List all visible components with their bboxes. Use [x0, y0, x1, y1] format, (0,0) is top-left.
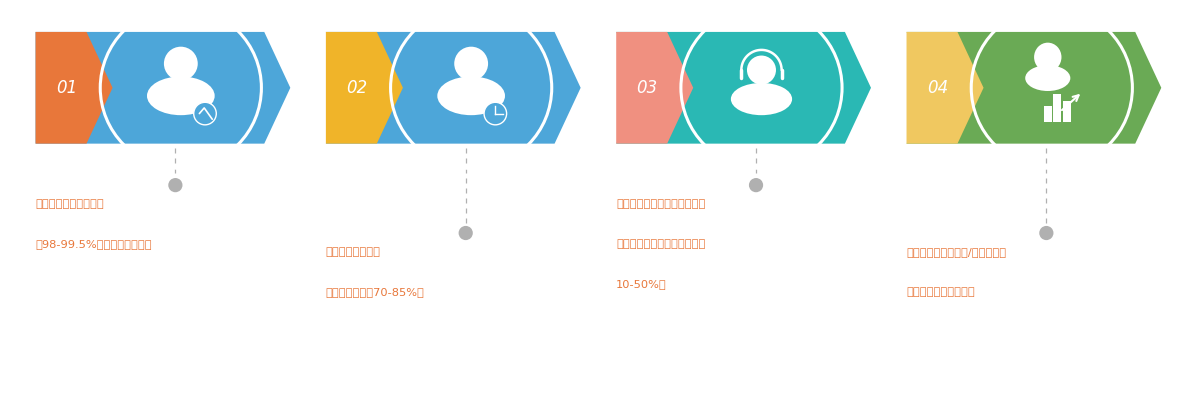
Polygon shape — [907, 32, 1161, 144]
Ellipse shape — [1025, 65, 1070, 91]
Text: 机（切条成型，网带上干化至: 机（切条成型，网带上干化至 — [616, 239, 705, 249]
Polygon shape — [616, 32, 693, 144]
Ellipse shape — [164, 47, 198, 81]
Ellipse shape — [483, 102, 507, 125]
Text: 四、送至火力发电厂/水泥厂等集: 四、送至火力发电厂/水泥厂等集 — [907, 247, 1006, 257]
Ellipse shape — [747, 55, 776, 85]
Bar — [1053, 94, 1062, 122]
Polygon shape — [36, 32, 113, 144]
Polygon shape — [36, 32, 290, 144]
Polygon shape — [326, 32, 581, 144]
Polygon shape — [907, 32, 984, 144]
Polygon shape — [616, 32, 871, 144]
Text: 一、污水处理厂濃缩池: 一、污水处理厂濃缩池 — [36, 200, 104, 209]
Ellipse shape — [1039, 226, 1053, 240]
Ellipse shape — [193, 102, 217, 125]
Ellipse shape — [731, 83, 792, 115]
Text: 04: 04 — [927, 79, 948, 97]
Text: 中处置，资源化再利用: 中处置，资源化再利用 — [907, 287, 975, 297]
Bar — [1063, 101, 1071, 122]
Bar — [1044, 105, 1052, 122]
Ellipse shape — [454, 47, 488, 81]
Text: 02: 02 — [346, 79, 367, 97]
Ellipse shape — [147, 77, 214, 115]
Polygon shape — [326, 32, 403, 144]
Ellipse shape — [168, 178, 182, 192]
Ellipse shape — [459, 226, 473, 240]
Text: 03: 03 — [636, 79, 658, 97]
Text: 三、德尔科除湿热泵污泥干化: 三、德尔科除湿热泵污泥干化 — [616, 200, 705, 209]
Text: 二、机械设备脱水: 二、机械设备脱水 — [326, 247, 380, 257]
Text: （98-99.5%含水率濃缩泥浆）: （98-99.5%含水率濃缩泥浆） — [36, 239, 152, 249]
Text: 01: 01 — [56, 79, 77, 97]
Text: 10-50%）: 10-50%） — [616, 279, 667, 289]
Ellipse shape — [749, 178, 763, 192]
Ellipse shape — [1035, 43, 1062, 72]
Ellipse shape — [437, 77, 505, 115]
Text: （湿污泥含水率70-85%）: （湿污泥含水率70-85%） — [326, 287, 424, 297]
